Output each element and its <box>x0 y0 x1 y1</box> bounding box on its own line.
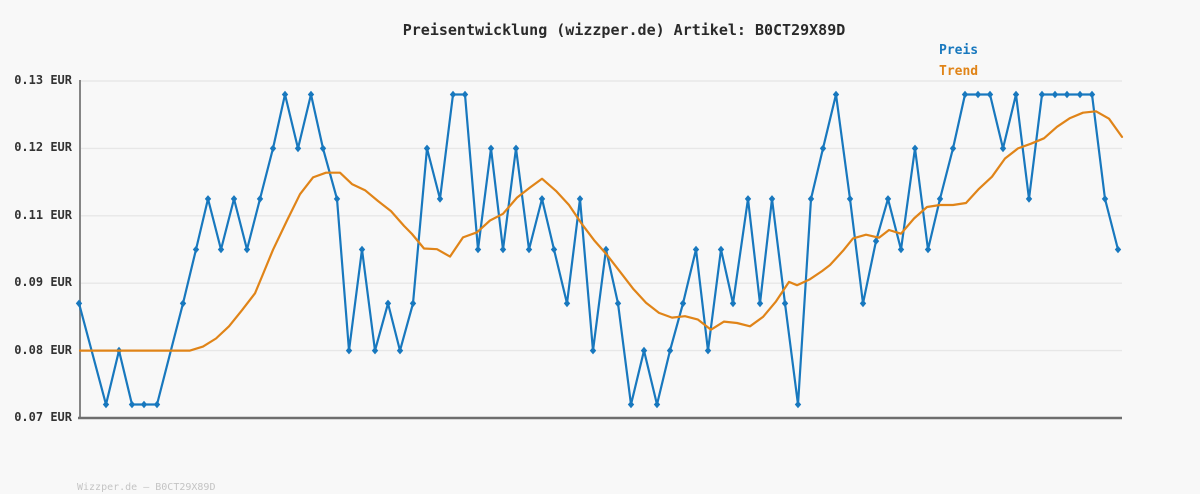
chart-title: Preisentwicklung (wizzper.de) Artikel: B… <box>402 21 846 39</box>
y-tick-label: 0.12 EUR <box>14 140 72 155</box>
y-tick-label: 0.08 EUR <box>14 342 72 357</box>
y-tick-label: 0.07 EUR <box>14 410 72 424</box>
legend-item-preis: Preis <box>939 43 979 58</box>
watermark-text: Wizzper.de – B0CT29X89D <box>77 482 216 493</box>
trend-line <box>78 110 1124 352</box>
y-tick-label: 0.09 EUR <box>14 275 72 290</box>
y-axis: 0.13 EUR 0.12 EUR 0.11 EUR 0.09 EUR 0.08 EUR… <box>0 0 72 500</box>
bottom-strip <box>0 494 1200 500</box>
legend-item-trend: Trend <box>939 64 979 79</box>
y-tick-label: 0.13 EUR <box>14 73 72 87</box>
legend: Preis Trend <box>939 40 978 82</box>
price-line <box>77 93 1120 406</box>
y-tick-label: 0.11 EUR <box>14 207 72 222</box>
price-markers <box>75 90 1122 409</box>
